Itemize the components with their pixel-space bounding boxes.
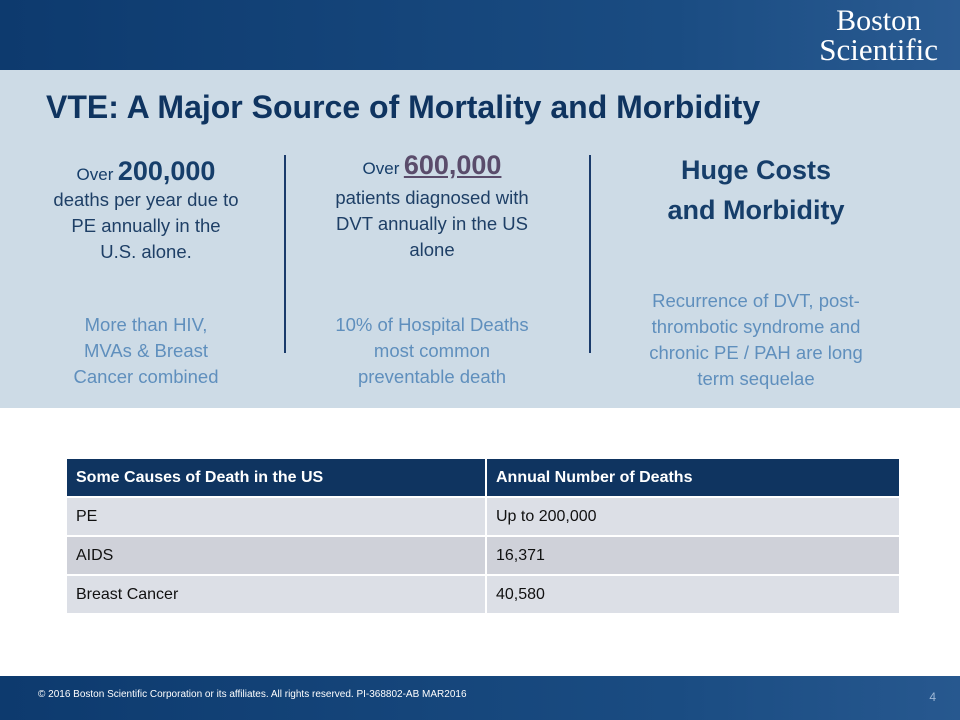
stat-desc-line: patients diagnosed with: [335, 187, 529, 208]
stat-prefix: Over: [76, 165, 114, 184]
table-cell: Breast Cancer: [67, 574, 487, 613]
page-number: 4: [929, 690, 936, 704]
subtext-line: chronic PE / PAH are long: [649, 342, 863, 363]
stat-desc-line: U.S. alone.: [100, 241, 192, 262]
subtext-line: 10% of Hospital Deaths: [335, 314, 529, 335]
table-header-cell: Annual Number of Deaths: [486, 459, 901, 497]
header-bar: [0, 0, 960, 70]
copyright-text: © 2016 Boston Scientific Corporation or …: [38, 689, 467, 700]
stat-desc-line: PE annually in the: [71, 215, 221, 236]
stat-column-deaths: Over 200,000 deaths per year due to PE a…: [28, 156, 264, 265]
column-divider: [284, 155, 286, 353]
table-cell: 16,371: [486, 535, 901, 575]
stat-column-dvt: Over 600,000 patients diagnosed with DVT…: [302, 150, 562, 263]
table-cell: AIDS: [67, 535, 487, 575]
table-cell: 40,580: [486, 574, 901, 613]
subtext-line: term sequelae: [697, 368, 815, 389]
stat-number: 200,000: [117, 156, 216, 186]
stats-panel: [0, 70, 960, 408]
stat-headline: Over 200,000: [28, 156, 264, 187]
table-row: AIDS 16,371: [67, 535, 901, 575]
stat-desc-line: DVT annually in the US: [336, 213, 528, 234]
table-cell: PE: [67, 496, 487, 536]
stat-column-costs: Huge Costs and Morbidity: [620, 150, 892, 230]
subtext-line: most common: [373, 340, 491, 361]
stat-subtext-deaths: More than HIV, MVAs & Breast Cancer comb…: [28, 312, 264, 390]
stat-headline: Over 600,000: [302, 150, 562, 181]
costs-heading-line: Huge Costs: [680, 155, 832, 185]
table-header-row: Some Causes of Death in the US Annual Nu…: [67, 459, 901, 497]
subtext-line: MVAs & Breast: [83, 340, 209, 361]
column-divider: [589, 155, 591, 353]
subtext-line: More than HIV,: [84, 314, 208, 335]
causes-of-death-table: Some Causes of Death in the US Annual Nu…: [67, 459, 901, 613]
subtext-line: Recurrence of DVT, post-: [652, 290, 860, 311]
stat-desc-line: alone: [409, 239, 455, 260]
stat-prefix: Over: [362, 159, 400, 178]
logo-line-2: Scientific: [819, 32, 938, 68]
subtext-line: thrombotic syndrome and: [651, 316, 861, 337]
footer-bar: [0, 676, 960, 720]
table-row: PE Up to 200,000: [67, 496, 901, 536]
boston-scientific-logo: Boston Scientific: [819, 4, 938, 68]
costs-heading-line: and Morbidity: [667, 195, 845, 225]
stat-number: 600,000: [403, 150, 502, 180]
stat-subtext-costs: Recurrence of DVT, post- thrombotic synd…: [620, 288, 892, 392]
table-header-cell: Some Causes of Death in the US: [67, 459, 487, 497]
table-row: Breast Cancer 40,580: [67, 574, 901, 613]
slide-title: VTE: A Major Source of Mortality and Mor…: [46, 89, 761, 125]
subtext-line: Cancer combined: [73, 366, 219, 387]
table-cell: Up to 200,000: [486, 496, 901, 536]
logo-line-1: Boston: [836, 4, 922, 37]
subtext-line: preventable death: [357, 366, 507, 387]
stat-desc-line: deaths per year due to: [53, 189, 239, 210]
stat-subtext-dvt: 10% of Hospital Deaths most common preve…: [302, 312, 562, 390]
